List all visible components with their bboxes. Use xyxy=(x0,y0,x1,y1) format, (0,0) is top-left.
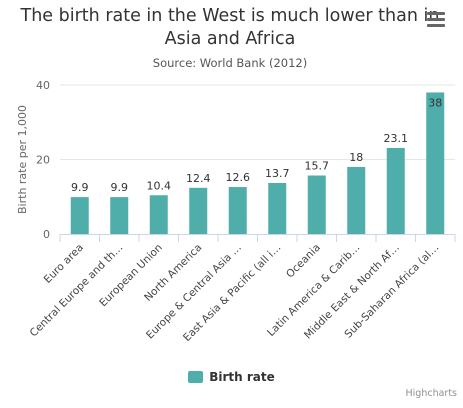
chart-subtitle: Source: World Bank (2012) xyxy=(152,56,308,70)
bar[interactable] xyxy=(268,182,287,234)
legend-swatch xyxy=(188,371,204,383)
bar[interactable] xyxy=(149,195,168,234)
credits-link[interactable]: Highcharts xyxy=(405,388,457,399)
data-label: 9.9 xyxy=(71,181,89,194)
bar[interactable] xyxy=(110,197,129,234)
legend-label: Birth rate xyxy=(209,370,275,384)
bar[interactable] xyxy=(70,197,89,234)
data-label: 9.9 xyxy=(111,181,129,194)
x-tick-label: Oceania xyxy=(284,242,323,281)
data-label: 12.4 xyxy=(186,172,211,185)
bar[interactable] xyxy=(426,92,445,234)
bar[interactable] xyxy=(307,175,326,234)
y-axis-title: Birth rate per 1,000 xyxy=(16,105,29,214)
menu-bar-middle xyxy=(427,18,445,21)
data-label: 12.6 xyxy=(226,171,251,184)
legend[interactable]: Birth rate xyxy=(0,370,463,384)
hamburger-icon[interactable] xyxy=(427,12,445,28)
bar[interactable] xyxy=(386,147,405,234)
data-label: 38 xyxy=(428,96,442,109)
data-label: 23.1 xyxy=(384,132,409,145)
chart-title: The birth rate in the West is much lower… xyxy=(20,6,440,49)
data-label: 18 xyxy=(349,151,363,164)
data-label: 13.7 xyxy=(265,167,290,180)
bar[interactable] xyxy=(228,187,247,234)
y-tick-label: 40 xyxy=(36,79,50,92)
menu-bar-bottom xyxy=(427,24,445,27)
data-label: 10.4 xyxy=(147,179,172,192)
menu-bar-top xyxy=(427,12,445,15)
y-tick-label: 20 xyxy=(36,154,50,167)
bar[interactable] xyxy=(347,166,366,234)
bar[interactable] xyxy=(189,187,208,234)
y-tick-label: 0 xyxy=(43,228,50,241)
data-label: 15.7 xyxy=(305,160,330,173)
